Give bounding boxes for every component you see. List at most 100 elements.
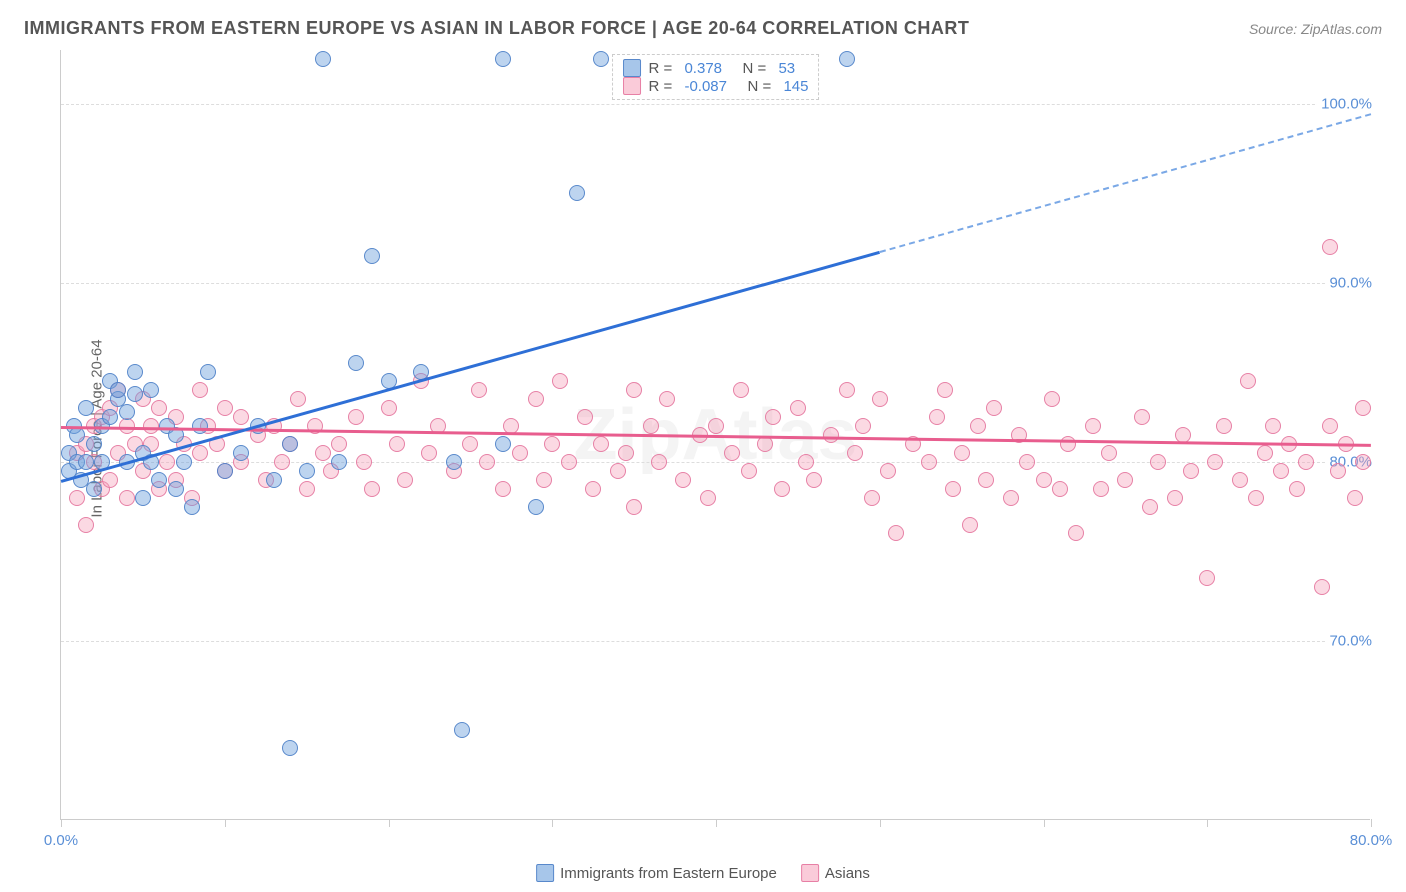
data-point [364,481,380,497]
source-label: Source: ZipAtlas.com [1249,21,1382,37]
data-point [512,445,528,461]
data-point [945,481,961,497]
data-point [536,472,552,488]
data-point [1355,400,1371,416]
x-tick [61,819,62,827]
legend-label: Asians [825,865,870,882]
data-point [651,454,667,470]
x-tick-label: 0.0% [44,832,78,849]
swatch-icon [801,864,819,882]
data-point [86,436,102,452]
data-point [880,463,896,479]
bottom-legend: Immigrants from Eastern Europe Asians [536,864,870,882]
data-point [618,445,634,461]
data-point [1322,418,1338,434]
data-point [847,445,863,461]
data-point [585,481,601,497]
x-tick [1044,819,1045,827]
data-point [168,481,184,497]
x-tick [1371,819,1372,827]
data-point [1347,490,1363,506]
data-point [102,409,118,425]
data-point [315,51,331,67]
data-point [192,382,208,398]
x-tick [225,819,226,827]
x-tick [552,819,553,827]
data-point [192,445,208,461]
data-point [593,436,609,452]
data-point [823,427,839,443]
data-point [872,391,888,407]
data-point [389,436,405,452]
swatch-icon [536,864,554,882]
data-point [765,409,781,425]
data-point [127,386,143,402]
data-point [143,418,159,434]
data-point [1207,454,1223,470]
data-point [495,436,511,452]
data-point [78,400,94,416]
data-point [119,490,135,506]
data-point [331,454,347,470]
data-point [806,472,822,488]
x-tick [880,819,881,827]
data-point [1199,570,1215,586]
data-point [757,436,773,452]
data-point [733,382,749,398]
data-point [888,525,904,541]
data-point [192,418,208,434]
data-point [381,400,397,416]
data-point [1322,239,1338,255]
data-point [839,382,855,398]
data-point [741,463,757,479]
data-point [626,382,642,398]
data-point [348,355,364,371]
data-point [348,409,364,425]
data-point [299,463,315,479]
data-point [1265,418,1281,434]
data-point [1093,481,1109,497]
data-point [446,454,462,470]
gridline [61,283,1370,284]
data-point [962,517,978,533]
data-point [528,391,544,407]
data-point [151,472,167,488]
data-point [356,454,372,470]
data-point [1044,391,1060,407]
data-point [774,481,790,497]
data-point [282,436,298,452]
data-point [1036,472,1052,488]
data-point [274,454,290,470]
data-point [1150,454,1166,470]
data-point [1240,373,1256,389]
data-point [151,400,167,416]
data-point [659,391,675,407]
chart-plot-area: ZipAtlas R = 0.378 N = 53 R = -0.087 N =… [60,50,1370,820]
data-point [1117,472,1133,488]
data-point [217,463,233,479]
legend-item-pink: Asians [801,864,870,882]
data-point [978,472,994,488]
x-tick-label: 80.0% [1350,832,1393,849]
data-point [1052,481,1068,497]
data-point [1298,454,1314,470]
x-tick [1207,819,1208,827]
data-point [266,472,282,488]
data-point [495,481,511,497]
data-point [544,436,560,452]
data-point [1330,463,1346,479]
data-point [839,51,855,67]
data-point [921,454,937,470]
data-point [1060,436,1076,452]
data-point [176,454,192,470]
data-point [454,722,470,738]
data-point [143,382,159,398]
data-point [708,418,724,434]
data-point [1068,525,1084,541]
data-point [110,382,126,398]
data-point [69,427,85,443]
data-point [954,445,970,461]
data-point [1085,418,1101,434]
data-point [1134,409,1150,425]
data-point [626,499,642,515]
